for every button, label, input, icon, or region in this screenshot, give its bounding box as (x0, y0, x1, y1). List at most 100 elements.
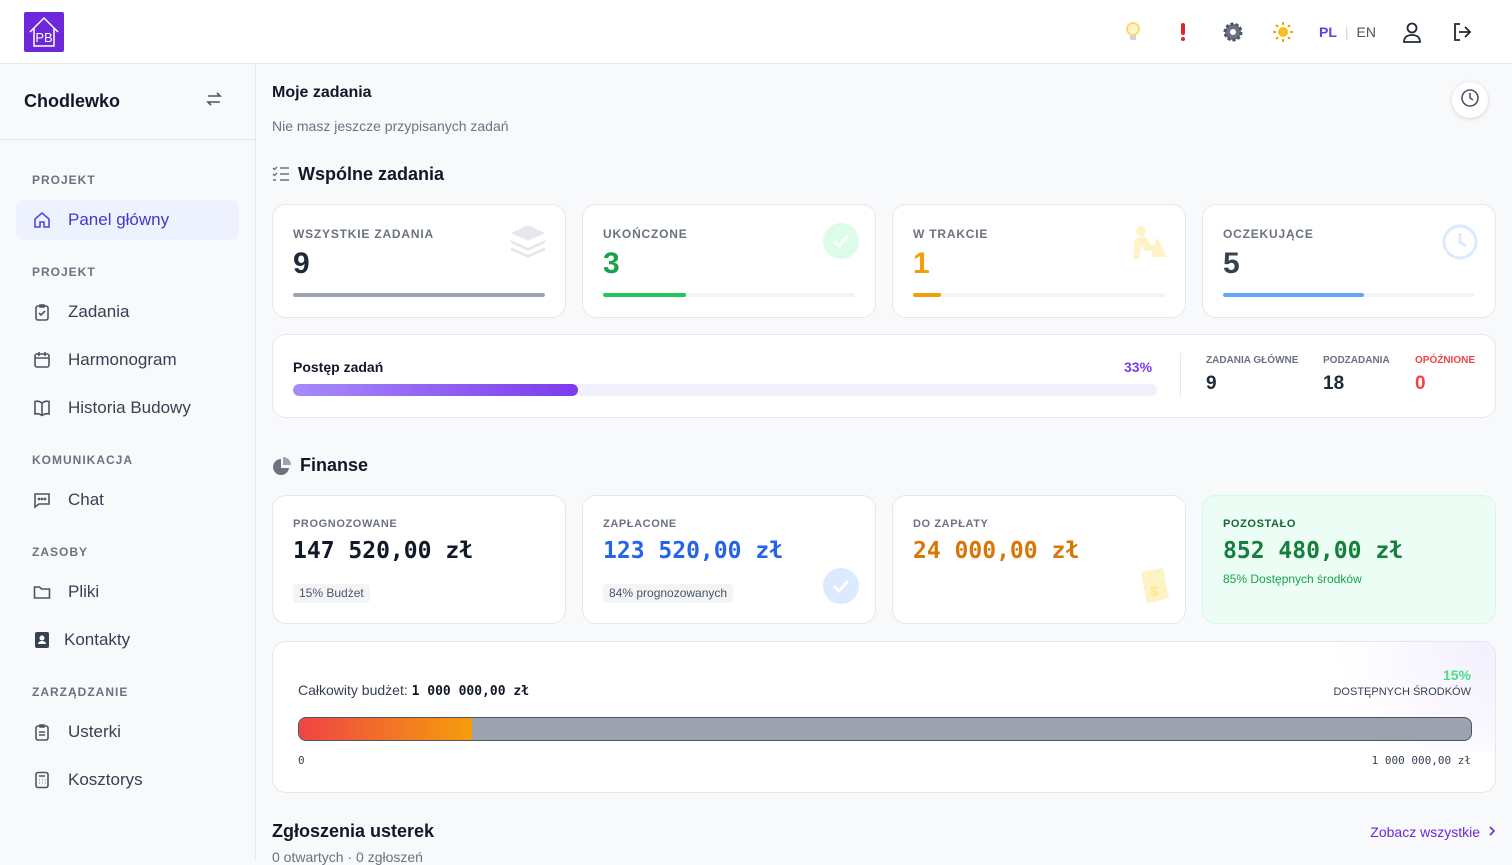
stat-value: 9 (293, 247, 310, 280)
check-circle-icon (823, 568, 859, 609)
task-progress-card: Postęp zadań 33% ZADANIA GŁÓWNE 9 PODZAD… (272, 334, 1496, 418)
stat-card-pending[interactable]: OCZEKUJĄCE 5 (1202, 204, 1496, 318)
language-en[interactable]: EN (1356, 24, 1376, 40)
stat-card-all-tasks[interactable]: WSZYSTKIE ZADANIA 9 (272, 204, 566, 318)
theme-sun-icon[interactable] (1269, 18, 1297, 46)
layers-icon (509, 223, 547, 264)
lightbulb-icon[interactable] (1119, 18, 1147, 46)
calendar-icon (32, 350, 52, 370)
see-all-label: Zobacz wszystkie (1370, 824, 1480, 840)
sidebar-item-label: Pliki (68, 582, 100, 601)
clipboard-check-icon (32, 302, 52, 322)
stat-fill (1223, 293, 1365, 297)
finance-label: ZAPŁACONE (603, 518, 677, 530)
section-komunikacja: KOMUNIKACJA (32, 453, 133, 467)
sidebar-item-harmonogram[interactable]: Harmonogram (16, 340, 239, 380)
sidebar-item-label: Historia Budowy (68, 398, 191, 417)
project-switcher[interactable]: Chodlewko (0, 64, 255, 140)
stat-label: W TRAKCIE (913, 227, 989, 241)
section-zasoby: ZASOBY (32, 545, 89, 559)
main-content: Moje zadania Nie masz jeszcze przypisany… (272, 64, 1496, 865)
finance-value: 852 480,00 zł (1223, 538, 1404, 564)
sidebar-item-kontakty[interactable]: Kontakty (16, 620, 239, 660)
progress-fill (293, 384, 579, 396)
sidebar: Chodlewko PROJEKT Panel główny PROJEKT Z… (0, 64, 256, 861)
finance-label: POZOSTAŁO (1223, 518, 1297, 530)
budget-label-row: Całkowity budżet: 1 000 000,00 zł (298, 682, 529, 699)
language-separator: | (1344, 24, 1349, 40)
finance-note: 85% Dostępnych środków (1223, 572, 1362, 586)
finance-label: PROGNOZOWANE (293, 518, 398, 530)
sidebar-item-pliki[interactable]: Pliki (16, 572, 239, 612)
budget-percent: 15% (1442, 667, 1471, 683)
sidebar-item-kosztorys[interactable]: Kosztorys (16, 760, 239, 800)
stat-value: 5 (1223, 247, 1240, 280)
divider (1180, 353, 1181, 397)
progress-label: Postęp zadań (293, 359, 384, 375)
book-icon (32, 398, 52, 418)
finance-title: Finanse (300, 455, 369, 475)
history-button[interactable] (1452, 82, 1488, 118)
main-tasks-value: 9 (1206, 373, 1217, 394)
budget-max: 1 000 000,00 zł (1371, 754, 1471, 767)
calculator-icon (32, 770, 52, 790)
budget-label: Całkowity budżet: (298, 682, 408, 698)
sidebar-item-usterki[interactable]: Usterki (16, 712, 239, 752)
user-icon[interactable] (1398, 18, 1426, 46)
see-all-defects-link[interactable]: Zobacz wszystkie (1370, 824, 1496, 840)
section-projekt: PROJEKT (32, 173, 96, 187)
stat-fill (293, 293, 545, 297)
svg-text:PB: PB (35, 30, 52, 45)
project-name: Chodlewko (24, 91, 121, 111)
stat-track (1223, 293, 1475, 297)
late-value: 0 (1415, 373, 1426, 394)
finance-card-forecast[interactable]: PROGNOZOWANE 147 520,00 zł 15% Budżet (272, 495, 566, 624)
sidebar-item-label: Chat (68, 490, 104, 509)
app-logo[interactable]: PB (24, 12, 64, 52)
finance-value: 24 000,00 zł (913, 538, 1080, 564)
sidebar-item-label: Kosztorys (68, 770, 143, 789)
finance-card-paid[interactable]: ZAPŁACONE 123 520,00 zł 84% prognozowany… (582, 495, 876, 624)
finance-card-remaining[interactable]: POZOSTAŁO 852 480,00 zł 85% Dostępnych ś… (1202, 495, 1496, 624)
budget-bar-fill (299, 718, 473, 740)
sidebar-item-label: Zadania (68, 302, 130, 321)
check-circle-icon (823, 223, 859, 264)
defects-summary: 0 otwartych · 0 zgłoszeń (272, 849, 423, 865)
sidebar-item-panel-glowny[interactable]: Panel główny (16, 200, 239, 240)
alert-icon[interactable] (1169, 18, 1197, 46)
finance-tag: 84% prognozowanych (603, 584, 734, 603)
sidebar-item-chat[interactable]: Chat (16, 480, 239, 520)
logout-icon[interactable] (1448, 18, 1476, 46)
budget-bar (298, 717, 1472, 741)
sidebar-item-zadania[interactable]: Zadania (16, 292, 239, 332)
defects-title: Zgłoszenia usterek (272, 821, 435, 841)
pie-chart-icon (272, 457, 292, 482)
section-projekt-2: PROJEKT (32, 265, 96, 279)
stat-card-in-progress[interactable]: W TRAKCIE 1 (892, 204, 1186, 318)
svg-text:$: $ (1150, 583, 1158, 599)
swap-icon[interactable] (205, 90, 223, 113)
finance-card-to-pay[interactable]: DO ZAPŁATY 24 000,00 zł $ (892, 495, 1186, 624)
stat-track (293, 293, 545, 297)
settings-icon[interactable] (1219, 18, 1247, 46)
shared-tasks-title: Wspólne zadania (298, 164, 445, 184)
home-icon (32, 210, 52, 230)
sidebar-item-label: Harmonogram (68, 350, 177, 369)
stat-value: 1 (913, 247, 930, 280)
finance-value: 123 520,00 zł (603, 538, 784, 564)
stat-track (603, 293, 855, 297)
sidebar-item-label: Usterki (68, 722, 121, 741)
clock-icon (1460, 88, 1480, 113)
my-tasks-title: Moje zadania (272, 84, 372, 101)
main-tasks-label: ZADANIA GŁÓWNE (1206, 355, 1299, 366)
sidebar-item-historia-budowy[interactable]: Historia Budowy (16, 388, 239, 428)
subtasks-value: 18 (1323, 373, 1345, 394)
language-pl[interactable]: PL (1319, 24, 1337, 40)
finance-tag: 15% Budżet (293, 584, 370, 603)
top-actions: PL | EN (1097, 18, 1476, 46)
clock-icon (1441, 223, 1479, 266)
finance-value: 147 520,00 zł (293, 538, 474, 564)
budget-card: Całkowity budżet: 1 000 000,00 zł 15% DO… (272, 641, 1496, 793)
stat-card-completed[interactable]: UKOŃCZONE 3 (582, 204, 876, 318)
budget-percent-label: DOSTĘPNYCH ŚRODKÓW (1333, 686, 1471, 698)
